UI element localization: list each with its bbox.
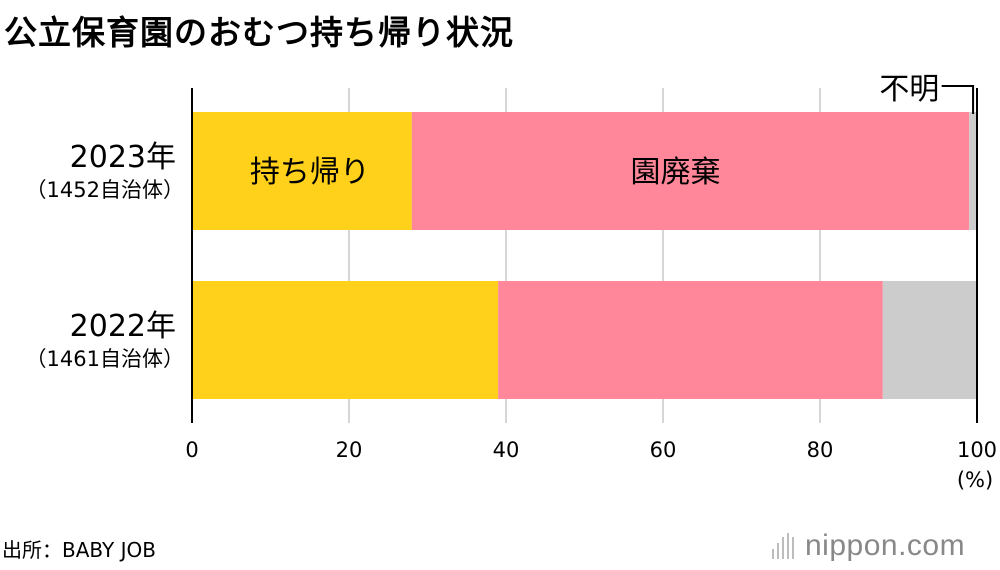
category-label-2023年: 2023年	[70, 140, 176, 175]
bar-2022年-園廃棄	[498, 281, 883, 399]
bar-2023年-不明	[969, 112, 977, 230]
series-label-持ち帰り: 持ち帰り	[250, 155, 370, 190]
x-tick-label-100: 100	[957, 438, 997, 462]
bar-2022年-持ち帰り	[192, 281, 499, 399]
x-tick-label-40: 40	[493, 438, 520, 462]
series-label-園廃棄: 園廃棄	[630, 155, 720, 190]
bar-2023年-持ち帰り	[192, 112, 412, 230]
source-note: 出所：BABY JOB	[2, 538, 156, 562]
bar-2022年-不明	[882, 281, 977, 399]
bar-2023年-園廃棄	[411, 112, 970, 230]
x-tick-label-0: 0	[185, 438, 198, 462]
category-sublabel-2023年: （1452自治体）	[26, 178, 184, 202]
series-label-不明: 不明	[879, 72, 939, 107]
x-tick-label-80: 80	[807, 438, 834, 462]
category-label-2022年: 2022年	[70, 309, 176, 344]
callout-leader-line	[941, 85, 975, 114]
category-sublabel-2022年: （1461自治体）	[26, 347, 184, 371]
brand-mark-icon	[772, 533, 797, 559]
brand-name: nippon.com	[805, 529, 966, 562]
x-tick-label-20: 20	[336, 438, 363, 462]
nippon-logo: nippon.com	[772, 529, 965, 563]
x-axis-unit: (%)	[957, 468, 993, 492]
chart-title: 公立保育園のおむつ持ち帰り状況	[4, 13, 514, 52]
x-tick-label-60: 60	[650, 438, 677, 462]
